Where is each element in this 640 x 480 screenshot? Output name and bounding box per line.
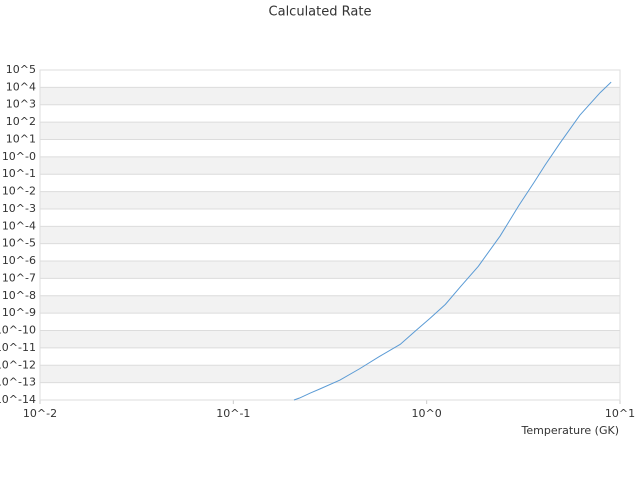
- x-tick-label: 10^-1: [216, 407, 250, 420]
- grid-band: [40, 156, 620, 175]
- y-tick-label: 10^-4: [2, 219, 36, 232]
- grid-band: [40, 87, 620, 105]
- plot-border: [39, 69, 621, 401]
- grid-band: [40, 226, 620, 244]
- grid-band: [40, 191, 620, 209]
- y-tick-label: 10^-8: [2, 289, 36, 302]
- y-tick-label: 10^-9: [2, 306, 36, 319]
- x-tick-label: 10^1: [605, 407, 635, 420]
- x-tick-label: 10^-2: [23, 407, 57, 420]
- grid-band: [40, 295, 620, 314]
- x-tick-label: 10^0: [412, 407, 442, 420]
- chart-title: Calculated Rate: [269, 5, 372, 20]
- y-tick-label: 10^3: [6, 98, 36, 111]
- grid-band: [40, 261, 620, 279]
- y-tick-label: 10^-3: [2, 202, 36, 215]
- y-tick-label: 10^-12: [0, 358, 36, 371]
- y-tick-label: 10^-6: [2, 254, 36, 267]
- y-tick-label: 10^1: [6, 132, 36, 145]
- y-tick-label: 10^-14: [0, 393, 36, 406]
- grid-band: [40, 330, 620, 348]
- y-tick-label: 10^-10: [0, 324, 36, 337]
- data-line: [293, 81, 612, 401]
- y-tick-label: 10^-13: [0, 376, 36, 389]
- y-tick-label: 10^-2: [2, 185, 36, 198]
- y-tick-label: 10^-5: [2, 237, 36, 250]
- grid-band: [40, 365, 620, 383]
- grid-band: [40, 122, 620, 140]
- y-tick-label: 10^-1: [2, 167, 36, 180]
- y-tick-label: 10^-7: [2, 271, 36, 284]
- y-tick-label: 10^-0: [2, 150, 36, 163]
- y-tick-label: 10^5: [6, 63, 36, 76]
- y-tick-label: 10^2: [6, 115, 36, 128]
- x-axis-label: Temperature (GK): [521, 424, 620, 437]
- y-tick-label: 10^4: [6, 80, 36, 93]
- y-tick-label: 10^-11: [0, 341, 36, 354]
